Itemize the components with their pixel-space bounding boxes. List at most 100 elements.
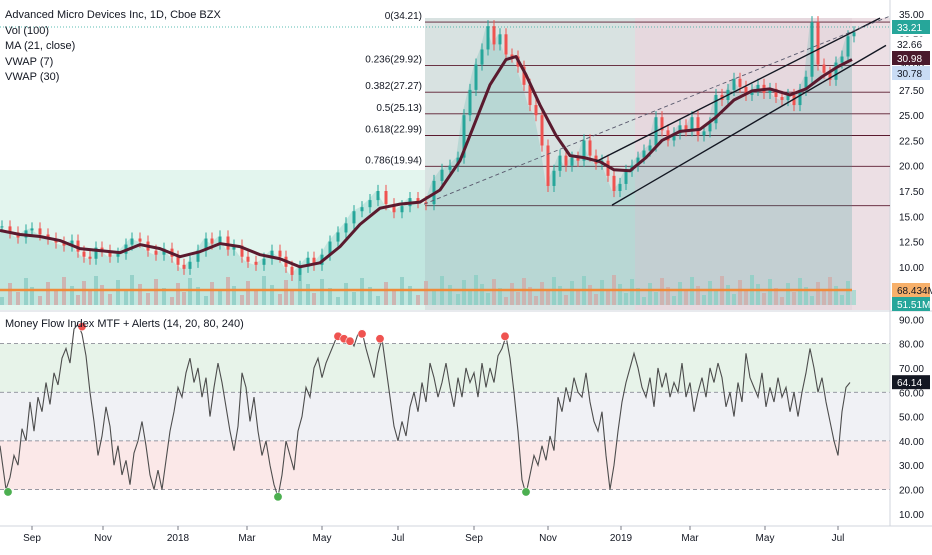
candle-body xyxy=(462,115,466,158)
candle-body xyxy=(612,175,616,192)
candle-body xyxy=(82,251,86,257)
volume-bar xyxy=(480,284,484,305)
candle-body xyxy=(690,117,694,131)
candle-body xyxy=(684,125,688,131)
candle-body xyxy=(828,72,832,80)
volume-bar xyxy=(840,295,844,305)
candle-body xyxy=(666,130,670,141)
volume-bar xyxy=(416,295,420,305)
volume-bar xyxy=(38,296,42,305)
volume-bar xyxy=(376,296,380,305)
volume-bar xyxy=(570,281,574,305)
volume-bar xyxy=(756,284,760,305)
candle-body xyxy=(756,84,760,90)
candle-body xyxy=(564,155,568,166)
volume-bar xyxy=(852,290,856,305)
volume-bar xyxy=(834,286,838,305)
price-area xyxy=(0,22,852,306)
volume-bar xyxy=(328,288,332,305)
mfi-tick-label: 20.00 xyxy=(899,486,924,497)
candle-body xyxy=(154,250,158,255)
time-tick-label: Mar xyxy=(238,533,256,544)
time-tick-label: Mar xyxy=(681,533,699,544)
legend-symbol[interactable]: Advanced Micro Devices Inc, 1D, Cboe BZX xyxy=(5,9,221,21)
candle-body xyxy=(62,242,66,246)
legend-vwap-7[interactable]: VWAP (7) xyxy=(5,55,54,68)
candle-body xyxy=(648,145,652,151)
candle-body xyxy=(774,88,778,97)
price-tick-label: 10.00 xyxy=(899,263,924,274)
time-tick-label: May xyxy=(313,533,332,544)
fib-level-label: 0.382(27.27) xyxy=(365,81,422,92)
candle-body xyxy=(642,150,646,158)
mfi-tick-label: 10.00 xyxy=(899,510,924,521)
volume-bar xyxy=(486,293,490,305)
candle-body xyxy=(714,94,718,124)
trend-channel[interactable] xyxy=(423,15,891,206)
price-tag-bg xyxy=(892,51,930,65)
volume-bar xyxy=(182,292,186,305)
candle-body xyxy=(290,266,294,275)
mfi-oversold-marker xyxy=(273,492,283,502)
price-tag-label: 33.21 xyxy=(897,23,922,34)
volume-bar xyxy=(642,297,646,305)
candle-body xyxy=(780,96,784,101)
volume-bar xyxy=(196,287,200,305)
legend-ma[interactable]: MA (21, close) xyxy=(5,40,76,52)
candle-body xyxy=(636,157,640,166)
candle-body xyxy=(702,131,706,136)
volume-bar xyxy=(424,281,428,305)
fib-level-label: 0.5(25.13) xyxy=(376,103,422,114)
volume-bar xyxy=(624,293,628,305)
candle-body xyxy=(534,105,538,116)
candle-body xyxy=(798,89,802,106)
volume-bar xyxy=(408,286,412,305)
candle-body xyxy=(468,89,472,116)
candle-body xyxy=(546,145,550,186)
volume-bar xyxy=(666,287,670,305)
fib-level-label: 0.786(19.94) xyxy=(365,155,422,166)
time-axis[interactable]: Sep Nov 2018 Mar May Jul Sep Nov 2019 Mar May Jul xyxy=(23,526,844,544)
volume-bar xyxy=(510,283,514,305)
volume-bar xyxy=(654,292,658,305)
volume-bar xyxy=(162,288,166,305)
mfi-overbought-marker xyxy=(357,329,367,339)
volume-bar xyxy=(678,282,682,305)
volume-bar xyxy=(594,294,598,305)
price-axis[interactable]: 35.0032.5030.0027.5025.0022.5020.0017.50… xyxy=(892,10,932,311)
candle-body xyxy=(510,54,514,57)
candle-body xyxy=(232,245,236,250)
candle-body xyxy=(744,86,748,95)
mfi-tick-label: 30.00 xyxy=(899,461,924,472)
candle-body xyxy=(94,247,98,259)
volume-bar xyxy=(246,281,250,305)
volume-bar xyxy=(468,289,472,305)
mfi-axis[interactable]: 90.00 80.00 70.00 60.00 50.00 40.00 30.00 20.00… xyxy=(892,315,930,521)
candle-body xyxy=(678,125,682,134)
volume-bar xyxy=(204,296,208,305)
volume-bar xyxy=(312,293,316,305)
candle-body xyxy=(30,228,34,231)
price-tag-bg xyxy=(892,20,930,34)
volume-bar xyxy=(432,290,436,305)
candle-body xyxy=(810,22,814,77)
candle-body xyxy=(262,258,266,265)
volume-bar xyxy=(0,297,4,305)
candle-body xyxy=(558,155,562,171)
mfi-tick-label: 70.00 xyxy=(899,364,924,375)
time-tick-label: Nov xyxy=(539,533,557,544)
volume-bar xyxy=(702,295,706,305)
volume-bar xyxy=(278,294,282,305)
mfi-legend[interactable]: Money Flow Index MTF + Alerts (14, 20, 8… xyxy=(5,318,244,330)
volume-bar xyxy=(558,286,562,305)
volume-bar xyxy=(100,285,104,305)
candle-body xyxy=(226,236,230,250)
legend-vwap-30[interactable]: VWAP (30) xyxy=(5,71,60,83)
candle-body xyxy=(582,140,586,161)
legend-volume[interactable]: Vol (100) xyxy=(5,24,50,37)
fib-zone-right xyxy=(635,18,890,310)
volume-bar xyxy=(546,291,550,305)
volume-bar xyxy=(146,293,150,305)
mfi-last-tag-bg xyxy=(892,375,930,390)
